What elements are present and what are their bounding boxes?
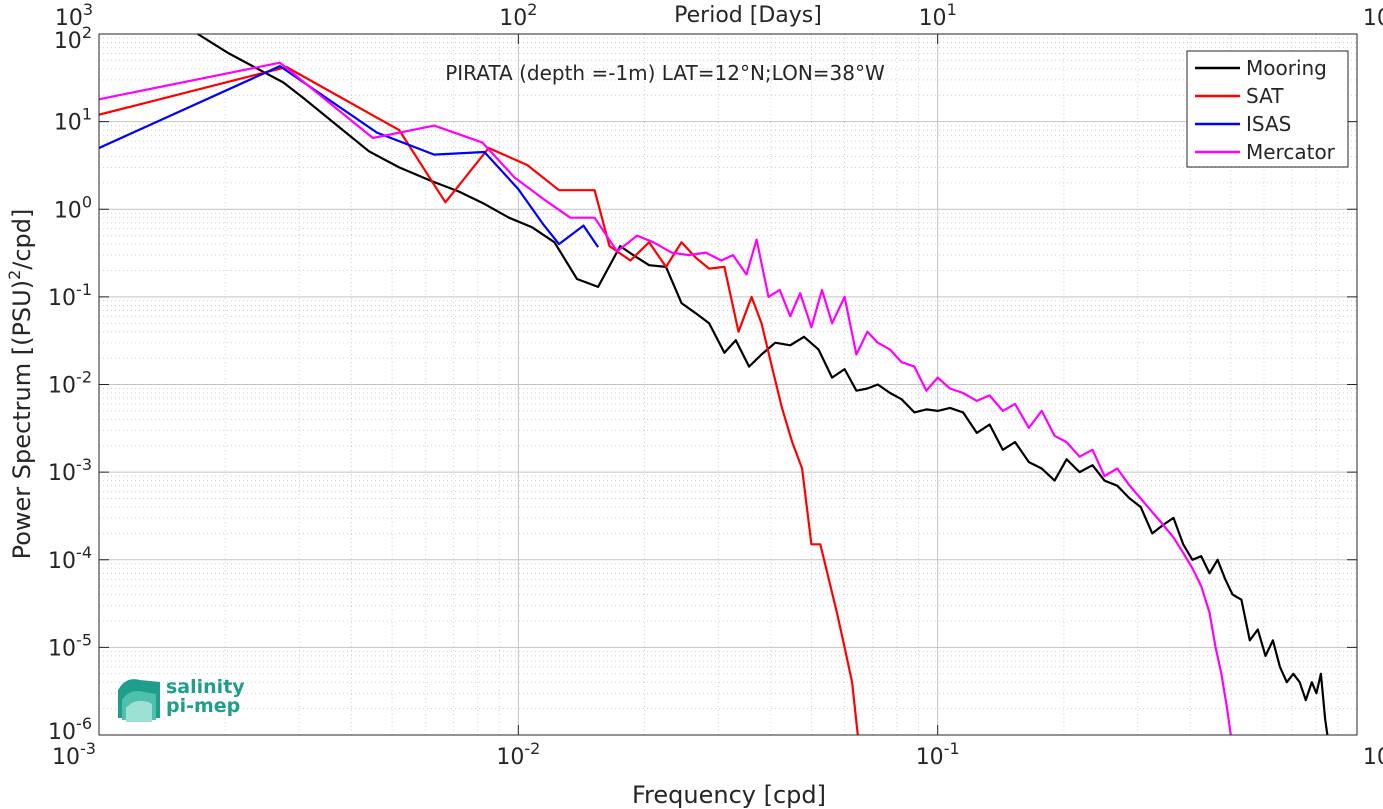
logo-text-line1: salinity: [166, 676, 245, 698]
y-tick-label: 102: [54, 23, 92, 54]
x-tick-label: 10-2: [496, 739, 540, 770]
x-tick-label: 100: [1363, 739, 1383, 770]
y-tick-label-base: 10: [54, 111, 82, 136]
legend-entry-sat: SAT: [1195, 84, 1284, 108]
y-tick-label-exponent: -3: [76, 455, 92, 474]
x2-tick-label-exponent: 1: [947, 0, 957, 19]
y-axis-label-tail: /cpd]: [8, 209, 36, 270]
legend-label-isas: ISAS: [1246, 112, 1291, 136]
y-tick-label-base: 10: [48, 461, 76, 486]
salinity-pi-mep-logo: salinity pi-mep: [118, 676, 245, 722]
x2-tick-label-exponent: 2: [527, 0, 537, 19]
x2-tick-labels: 103102101100: [55, 0, 1383, 31]
minor-grid: [99, 34, 1357, 735]
series-line-mooring: [197, 33, 1329, 736]
y-tick-label: 10-5: [48, 630, 92, 661]
series-line-mercator: [98, 61, 1232, 736]
x-tick-label-base: 10: [496, 745, 524, 770]
chart-title: PIRATA (depth =-1m) LAT=12°N;LON=38°W: [445, 61, 885, 85]
x-tick-label: 10-1: [916, 739, 960, 770]
x2-tick-label-base: 10: [919, 6, 947, 31]
series-layer: [98, 33, 1329, 736]
y-tick-label: 10-1: [48, 280, 92, 311]
x-axis-label: Frequency [cpd]: [632, 781, 826, 809]
legend-entry-mercator: Mercator: [1195, 140, 1336, 164]
x-tick-label-exponent: -2: [524, 739, 540, 758]
x2-tick-label: 100: [1363, 0, 1383, 31]
y-tick-label-exponent: -2: [76, 368, 92, 387]
logo-waves-icon: [118, 679, 160, 722]
x2-axis-label: Period [Days]: [674, 3, 822, 28]
y-tick-label: 10-2: [48, 368, 92, 399]
y-tick-label-base: 10: [48, 286, 76, 311]
logo-text-line2: pi-mep: [166, 695, 240, 717]
y-tick-label: 100: [54, 192, 92, 223]
legend-box: [1186, 50, 1349, 168]
x-tick-label-exponent: -1: [944, 739, 960, 758]
y-axis-label-sup: 2: [5, 270, 24, 280]
legend-label-sat: SAT: [1246, 84, 1284, 108]
y-tick-label-exponent: -5: [76, 630, 92, 649]
legend-label-mooring: Mooring: [1246, 56, 1327, 80]
x2-tick-label: 103: [55, 0, 93, 31]
y-tick-label: 10-4: [48, 543, 92, 574]
y-tick-label-exponent: 0: [82, 192, 92, 211]
x-tick-label-base: 10: [52, 745, 80, 770]
y-axis-label: Power Spectrum [(PSU)2/cpd]: [5, 209, 36, 560]
x2-tick-label: 101: [919, 0, 957, 31]
x2-tick-label-exponent: 3: [83, 0, 93, 19]
y-tick-label-exponent: 2: [82, 23, 92, 42]
y-tick-label-base: 10: [48, 549, 76, 574]
y-tick-label-base: 10: [48, 636, 76, 661]
legend-entry-mooring: Mooring: [1195, 56, 1327, 80]
x-tick-label-base: 10: [916, 745, 944, 770]
y-tick-label: 10-6: [48, 714, 92, 745]
y-tick-label-base: 10: [48, 720, 76, 745]
y-tick-label-exponent: -6: [76, 714, 92, 733]
x2-tick-label-base: 10: [499, 6, 527, 31]
y-axis-label-main: Power Spectrum [(PSU): [8, 280, 36, 559]
x2-tick-label: 102: [499, 0, 537, 31]
y-tick-label: 10-3: [48, 455, 92, 486]
y-tick-label-base: 10: [54, 198, 82, 223]
legend-label-mercator: Mercator: [1246, 140, 1336, 164]
x-tick-label-base: 10: [1363, 745, 1383, 770]
y-tick-label-base: 10: [48, 374, 76, 399]
x2-tick-label-base: 10: [1363, 6, 1383, 31]
x-tick-label-exponent: -3: [80, 739, 96, 758]
legend-entry-isas: ISAS: [1195, 112, 1291, 136]
y-tick-label-base: 10: [54, 29, 82, 54]
tick-marks: [98, 33, 1358, 736]
x2-tick-label-base: 10: [55, 6, 83, 31]
series-line-sat: [98, 65, 859, 736]
x-tick-label: 10-3: [52, 739, 96, 770]
y-tick-label-exponent: -4: [76, 543, 92, 562]
y-tick-label: 101: [54, 105, 92, 136]
y-tick-label-exponent: 1: [82, 105, 92, 124]
legend: Mooring SAT ISAS Mercator: [1186, 50, 1349, 168]
y-tick-label-exponent: -1: [76, 280, 92, 299]
series-line-isas: [98, 64, 600, 248]
